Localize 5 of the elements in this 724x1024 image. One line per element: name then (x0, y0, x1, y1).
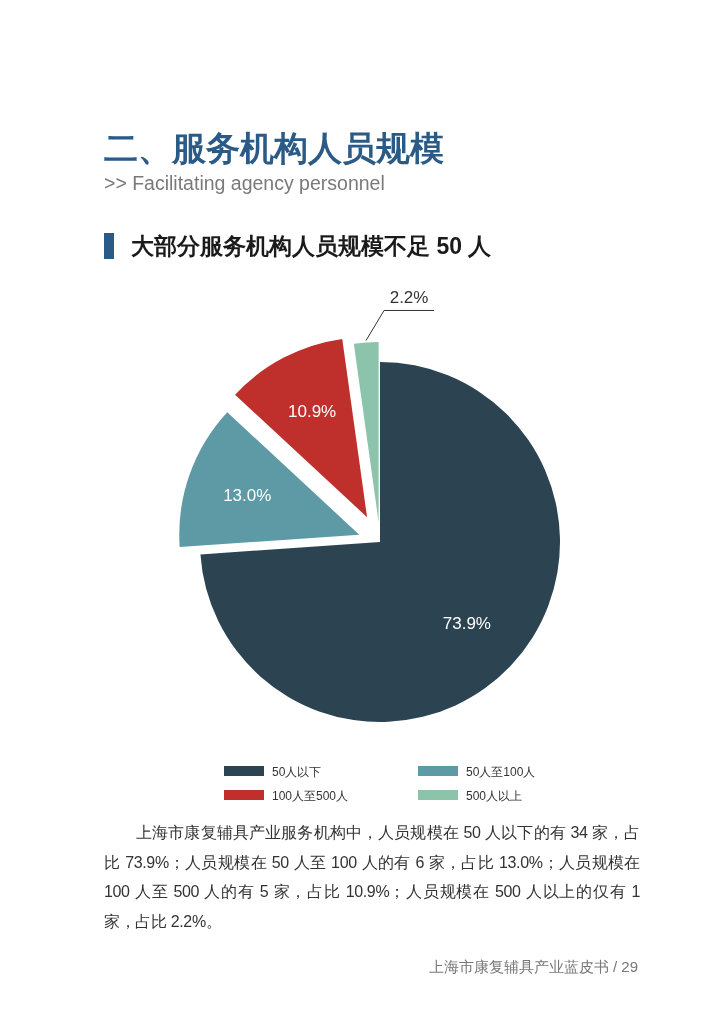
heading: 大部分服务机构人员规模不足 50 人 (131, 233, 492, 259)
title: 二、服务机构人员规模 (104, 129, 444, 167)
footer: 上海市康复辅具产业蓝皮书 / 29 (428, 958, 638, 975)
note: 上海市康复辅具产业服务机构中，人员规模在 50 人以下的有 34 家，占比 73.9%；人员规模在 50 人至 100 人的有 6 家，占比 13.0%；人员规模在 100 人至 500 人的有 5 家，占比 10.9%；人员规模在 500 人以上的仅有 1 家，占比 2.2%。 (104, 823, 640, 932)
subtitle: >> Facilitating agency personnel (104, 172, 385, 194)
